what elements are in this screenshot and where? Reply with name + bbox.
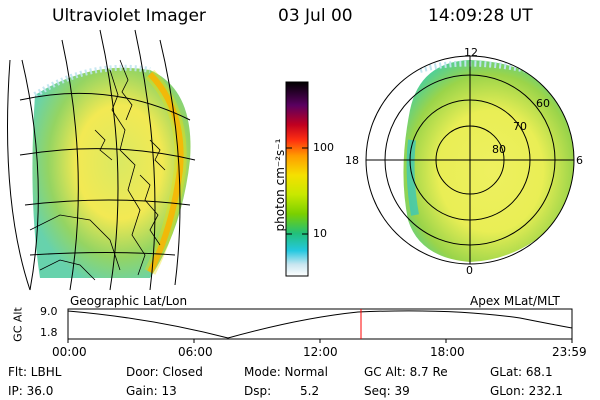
- status-mode: Mode: Normal: [244, 365, 328, 379]
- mlt-label-12: 12: [464, 46, 478, 59]
- polar-caption: Apex MLat/MLT: [470, 294, 560, 308]
- colorbar-tick-10: 10: [313, 227, 327, 240]
- status-seq: Seq: 39: [364, 384, 410, 398]
- alt-xtick-1800: 18:00: [430, 345, 465, 359]
- mlat-label-70: 70: [513, 120, 527, 133]
- status-door: Door: Closed: [126, 365, 203, 379]
- mlt-label-18: 18: [345, 154, 359, 167]
- imager-title: Ultraviolet Imager: [52, 6, 206, 26]
- status-gain: Gain: 13: [126, 384, 177, 398]
- status-flt: Flt: LBHL: [8, 365, 62, 379]
- alt-xtick-2359: 23:59: [552, 345, 587, 359]
- date-label: 03 Jul 00: [278, 6, 353, 26]
- colorbar-unit-label: photon cm⁻²s⁻¹: [273, 138, 287, 232]
- alt-ytick-1: 1.8: [40, 326, 58, 339]
- mlat-label-80: 80: [492, 143, 506, 156]
- mlt-label-0: 0: [466, 264, 473, 277]
- status-glon: GLon: 232.1: [490, 384, 563, 398]
- status-dsp-label: Dsp:: [244, 384, 272, 398]
- colorbar: [285, 81, 309, 277]
- geographic-image: [7, 29, 196, 291]
- geographic-caption: Geographic Lat/Lon: [70, 294, 188, 308]
- status-dsp-value: 5.2: [300, 384, 320, 398]
- alt-xtick-0000: 00:00: [52, 345, 87, 359]
- status-ip: IP: 36.0: [8, 384, 54, 398]
- polar-image: [365, 55, 575, 265]
- time-label: 14:09:28 UT: [428, 6, 533, 26]
- alt-xtick-0600: 06:00: [178, 345, 213, 359]
- alt-ylabel: GC Alt: [11, 307, 25, 342]
- alt-xtick-1200: 12:00: [303, 345, 338, 359]
- status-gcalt: GC Alt: 8.7 Re: [364, 365, 448, 379]
- colorbar-tick-100: 100: [313, 141, 334, 154]
- altitude-plot: [67, 308, 573, 343]
- mlat-label-60: 60: [536, 97, 550, 110]
- status-glat: GLat: 68.1: [490, 365, 553, 379]
- mlt-label-6: 6: [576, 154, 583, 167]
- alt-ytick-9: 9.0: [40, 305, 58, 318]
